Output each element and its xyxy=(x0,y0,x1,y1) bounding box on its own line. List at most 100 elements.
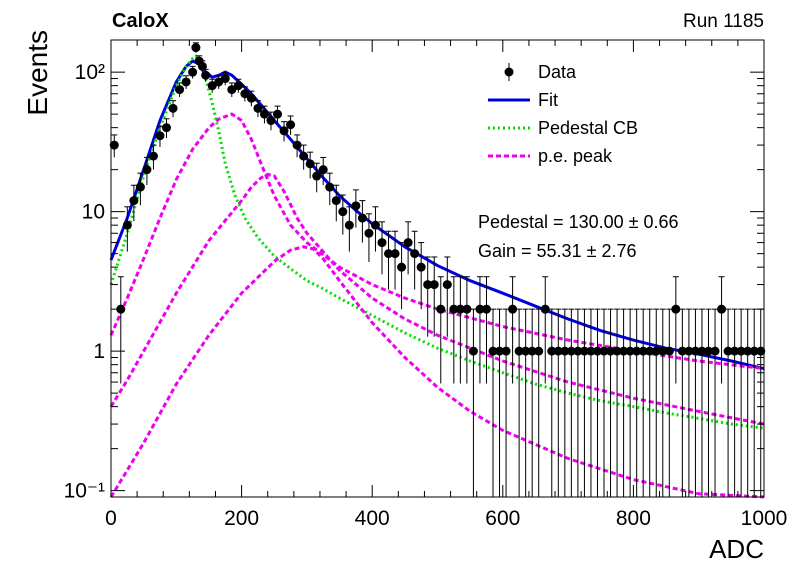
data-marker xyxy=(586,346,596,356)
data-point xyxy=(403,221,413,275)
data-point xyxy=(573,308,583,497)
data-marker xyxy=(429,280,439,290)
data-marker xyxy=(632,346,642,356)
x-tick-label: 0 xyxy=(105,507,117,530)
data-point xyxy=(135,172,145,206)
data-point xyxy=(312,162,322,193)
data-marker xyxy=(710,346,720,356)
pe-peak-curve-2 xyxy=(109,172,765,426)
data-point xyxy=(142,156,152,185)
data-marker xyxy=(599,346,609,356)
data-marker xyxy=(292,140,302,150)
data-marker xyxy=(690,346,700,356)
data-marker xyxy=(638,346,648,356)
data-marker xyxy=(155,131,165,141)
data-marker xyxy=(384,249,394,259)
data-marker xyxy=(455,304,465,314)
data-marker xyxy=(397,262,407,272)
data-marker xyxy=(723,346,733,356)
data-marker xyxy=(318,165,328,175)
data-point xyxy=(390,230,400,290)
data-marker xyxy=(253,103,263,113)
data-marker xyxy=(377,238,387,248)
data-point xyxy=(410,230,420,290)
data-point xyxy=(351,189,361,228)
x-tick-label: 600 xyxy=(485,507,520,530)
data-point xyxy=(181,75,191,89)
x-tick-label: 800 xyxy=(616,507,651,530)
data-point xyxy=(357,200,367,243)
data-marker xyxy=(717,304,727,314)
legend-marker xyxy=(504,67,514,77)
data-point xyxy=(488,308,498,497)
data-marker xyxy=(449,304,459,314)
data-point xyxy=(279,121,289,142)
x-tick-label: 400 xyxy=(355,507,390,530)
pe-peak-curve-1 xyxy=(109,112,765,371)
data-marker xyxy=(266,116,276,126)
data-marker xyxy=(364,228,374,238)
data-point xyxy=(723,308,733,497)
data-marker xyxy=(416,262,426,272)
data-point xyxy=(547,308,557,497)
data-point xyxy=(592,308,602,497)
legend-label: Data xyxy=(538,62,577,82)
data-marker xyxy=(227,85,237,95)
data-point xyxy=(645,308,655,497)
data-marker xyxy=(201,70,211,80)
data-point xyxy=(227,82,237,98)
data-marker xyxy=(246,93,256,103)
data-marker xyxy=(625,346,635,356)
data-point xyxy=(527,308,537,497)
data-point xyxy=(338,194,348,235)
data-marker xyxy=(547,346,557,356)
data-marker xyxy=(344,220,354,230)
data-marker xyxy=(501,346,511,356)
data-marker xyxy=(703,346,713,356)
data-marker xyxy=(240,89,250,99)
data-point xyxy=(495,308,505,497)
data-point xyxy=(233,78,243,93)
data-marker xyxy=(286,120,296,130)
data-marker xyxy=(606,346,616,356)
data-marker xyxy=(423,280,433,290)
y-tick-label: 1 xyxy=(93,340,105,363)
data-point xyxy=(305,151,315,179)
data-marker xyxy=(677,346,687,356)
data-marker xyxy=(684,346,694,356)
data-marker xyxy=(168,103,178,113)
data-point xyxy=(191,42,201,53)
data-point xyxy=(743,308,753,497)
data-point xyxy=(325,172,335,206)
y-tick-label: 10² xyxy=(75,61,105,84)
experiment-label: CaloX xyxy=(112,10,169,32)
legend-item: Data xyxy=(504,62,577,82)
data-marker xyxy=(390,249,400,259)
data-marker xyxy=(116,304,126,314)
data-marker xyxy=(351,201,361,211)
data-marker xyxy=(135,182,145,192)
data-point xyxy=(116,276,126,384)
data-point xyxy=(188,65,198,79)
data-point xyxy=(246,90,256,107)
data-marker xyxy=(299,151,309,161)
legend: Data Fit Pedestal CB p.e. peak xyxy=(488,62,638,166)
y-tick-label: 10⁻¹ xyxy=(64,480,105,503)
data-marker xyxy=(579,346,589,356)
data-marker xyxy=(220,74,230,84)
data-point xyxy=(240,86,250,102)
data-marker xyxy=(521,346,531,356)
data-point xyxy=(370,206,380,252)
data-marker xyxy=(566,346,576,356)
data-marker xyxy=(645,346,655,356)
data-point xyxy=(318,156,328,185)
x-tick-label: 200 xyxy=(224,507,259,530)
data-marker xyxy=(436,304,446,314)
data-marker xyxy=(468,346,478,356)
data-marker xyxy=(403,238,413,248)
data-marker xyxy=(442,280,452,290)
data-marker xyxy=(273,109,283,119)
data-marker xyxy=(129,196,139,206)
